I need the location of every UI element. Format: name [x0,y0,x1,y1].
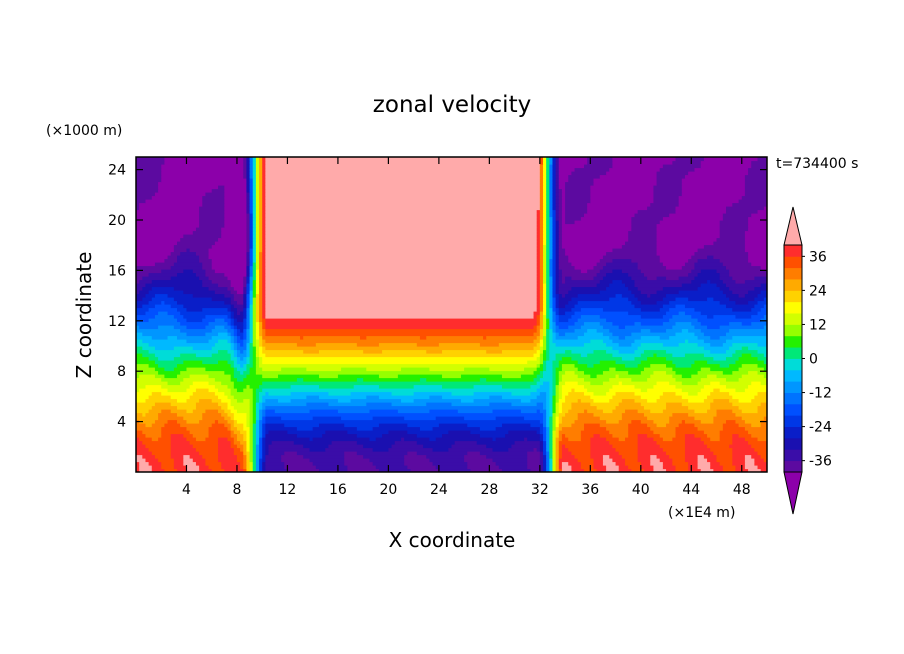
x-tick-label: 36 [581,482,599,498]
y-axis: 4 8 12 16 20 24 [108,163,767,431]
colorbar-over-arrow [783,206,803,246]
colorbar-swatch [784,267,802,280]
colorbar-swatch [784,437,802,450]
y-tick-label: 16 [108,263,126,279]
colorbar-tick-label: -36 [809,454,832,470]
x-tick-label: 12 [279,482,297,498]
colorbar-tick-label: 0 [809,352,818,368]
colorbar-under-arrow [783,471,803,515]
y-axis-label: Z coordinate [72,252,96,379]
colorbar-swatch [784,449,802,462]
colorbar: 36 24 12 0 -12 -24 -36 [783,206,832,515]
x-unit-label: (×1E4 m) [668,505,735,521]
colorbar-swatch [784,392,802,405]
colorbar-tick-label: -24 [809,420,832,436]
x-tick-label: 16 [329,482,347,498]
colorbar-tick-label: 36 [809,249,827,265]
colorbar-swatch [784,426,802,439]
colorbar-swatch [784,245,802,257]
colorbar-swatch [784,369,802,382]
colorbar-swatch [784,335,802,348]
colorbar-swatch [784,460,802,473]
y-tick-label: 12 [108,314,126,330]
contour-field [136,157,767,472]
colorbar-tick-label: -12 [809,386,832,402]
x-tick-label: 32 [531,482,549,498]
x-tick-label: 44 [682,482,700,498]
colorbar-swatch [784,301,802,314]
x-tick-label: 40 [632,482,650,498]
y-unit-label: (×1000 m) [46,123,122,139]
x-tick-label: 8 [232,482,241,498]
colorbar-swatch [784,358,802,371]
y-tick-label: 8 [117,364,126,380]
plot-frame [135,156,768,473]
chart-title: zonal velocity [373,92,531,118]
x-tick-label: 20 [379,482,397,498]
x-tick-label: 4 [182,482,191,498]
colorbar-swatch [784,256,802,269]
x-axis-label: X coordinate [389,528,516,552]
x-tick-label: 48 [733,482,751,498]
time-label: t=734400 s [776,156,858,172]
y-tick-label: 4 [117,415,126,431]
x-axis: 4 8 12 16 20 24 28 32 36 40 44 48 [182,157,751,498]
colorbar-swatch [784,290,802,303]
colorbar-tick-label: 12 [809,317,827,333]
y-tick-label: 20 [108,213,126,229]
y-tick-label: 24 [108,163,126,179]
colorbar-swatch [784,279,802,291]
colorbar-swatch [784,415,802,427]
x-tick-label: 24 [430,482,448,498]
colorbar-swatch [784,381,802,393]
x-tick-label: 28 [480,482,498,498]
colorbar-swatch [784,347,802,359]
colorbar-swatch [784,403,802,416]
colorbar-tick-label: 24 [809,283,827,299]
colorbar-swatch [784,313,802,325]
colorbar-swatch [784,324,802,337]
